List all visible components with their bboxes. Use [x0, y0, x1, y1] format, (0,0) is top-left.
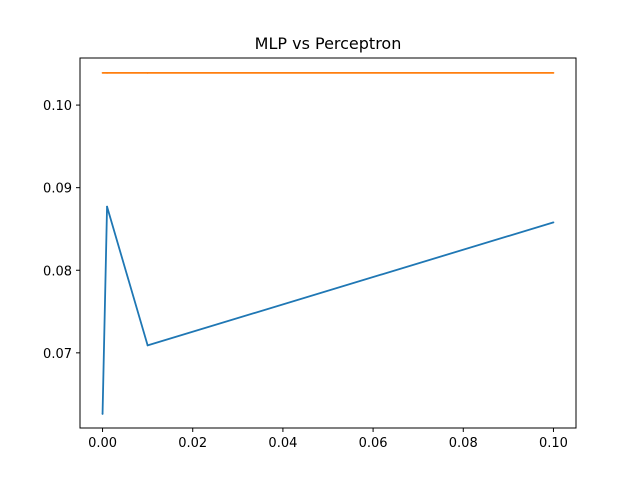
x-tick-label: 0.10 [539, 436, 568, 451]
series-1-point-1 [101, 413, 104, 415]
series-2-point-1 [101, 71, 104, 74]
x-tick-label: 0.02 [178, 436, 207, 451]
x-tick-label: 0.04 [268, 436, 297, 451]
series-line-1 [101, 205, 554, 414]
series-2-point-4 [552, 71, 555, 74]
x-tick-label: 0.08 [449, 436, 478, 451]
series-2-point-3 [146, 71, 149, 74]
y-tick-label: 0.10 [43, 99, 72, 114]
y-tick-label: 0.09 [43, 182, 72, 197]
plot-area-frame [79, 57, 577, 429]
x-tick-label: 0.06 [359, 436, 388, 451]
x-tick-label: 0.00 [88, 436, 117, 451]
chart-title: MLP vs Perceptron [255, 34, 402, 53]
series-layer [101, 71, 555, 415]
axes-layer: 0.00 0.02 0.04 0.06 0.08 0.10 0.07 0.08 0.09 0.10 [43, 99, 568, 451]
series-1-point-3 [146, 344, 149, 347]
y-tick-label: 0.08 [43, 264, 72, 279]
series-1-point-2 [106, 205, 108, 208]
series-2-point-2 [106, 71, 108, 74]
series-1-point-4 [552, 221, 555, 224]
y-tick-label: 0.07 [43, 347, 72, 362]
